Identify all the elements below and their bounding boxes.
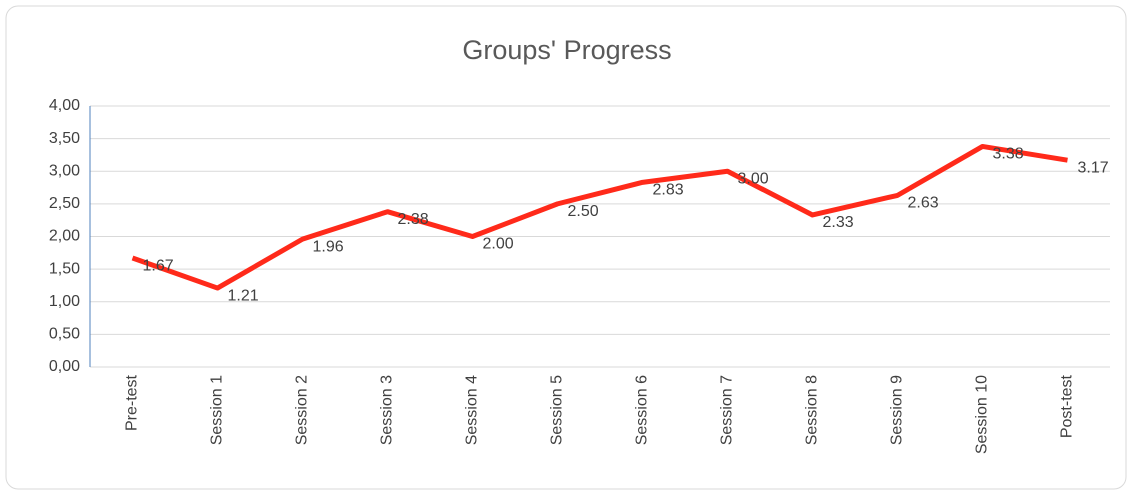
chart-title: Groups' Progress bbox=[462, 35, 671, 65]
y-tick-label: 1,50 bbox=[49, 260, 80, 277]
data-label: 2.00 bbox=[483, 236, 514, 253]
y-tick-label: 0,50 bbox=[49, 326, 80, 343]
data-label: 1.67 bbox=[143, 257, 174, 274]
data-label: 3.17 bbox=[1078, 159, 1109, 176]
y-tick-label: 3,50 bbox=[49, 130, 80, 147]
y-tick-label: 0,00 bbox=[49, 358, 80, 375]
x-tick-label: Session 7 bbox=[719, 375, 736, 445]
y-tick-label: 3,00 bbox=[49, 162, 80, 179]
x-tick-label: Pre-test bbox=[124, 374, 141, 431]
chart-border bbox=[5, 5, 1127, 490]
data-label: 1.96 bbox=[313, 238, 344, 255]
x-tick-label: Post-test bbox=[1059, 374, 1076, 438]
x-tick-label: Session 6 bbox=[634, 375, 651, 445]
x-tick-label: Session 10 bbox=[974, 375, 991, 454]
y-tick-label: 4,00 bbox=[49, 97, 80, 114]
x-tick-label: Session 1 bbox=[209, 375, 226, 445]
x-tick-label: Session 4 bbox=[464, 375, 481, 445]
y-tick-label: 2,50 bbox=[49, 195, 80, 212]
y-tick-label: 2,00 bbox=[49, 228, 80, 245]
x-tick-label: Session 9 bbox=[889, 375, 906, 445]
x-tick-label: Session 5 bbox=[549, 375, 566, 445]
x-tick-label: Session 8 bbox=[804, 375, 821, 445]
data-label: 3.00 bbox=[738, 170, 769, 187]
x-tick-label: Session 2 bbox=[294, 375, 311, 445]
y-tick-label: 1,00 bbox=[49, 293, 80, 310]
data-label: 2.33 bbox=[823, 214, 854, 231]
data-label: 2.38 bbox=[398, 211, 429, 228]
data-label: 1.21 bbox=[228, 287, 259, 304]
data-line bbox=[131, 143, 1068, 291]
x-tick-label: Session 3 bbox=[379, 375, 396, 445]
data-label: 3.38 bbox=[993, 146, 1024, 163]
data-label: 2.83 bbox=[653, 182, 684, 199]
data-label: 2.63 bbox=[908, 195, 939, 212]
data-label: 2.50 bbox=[568, 203, 599, 220]
